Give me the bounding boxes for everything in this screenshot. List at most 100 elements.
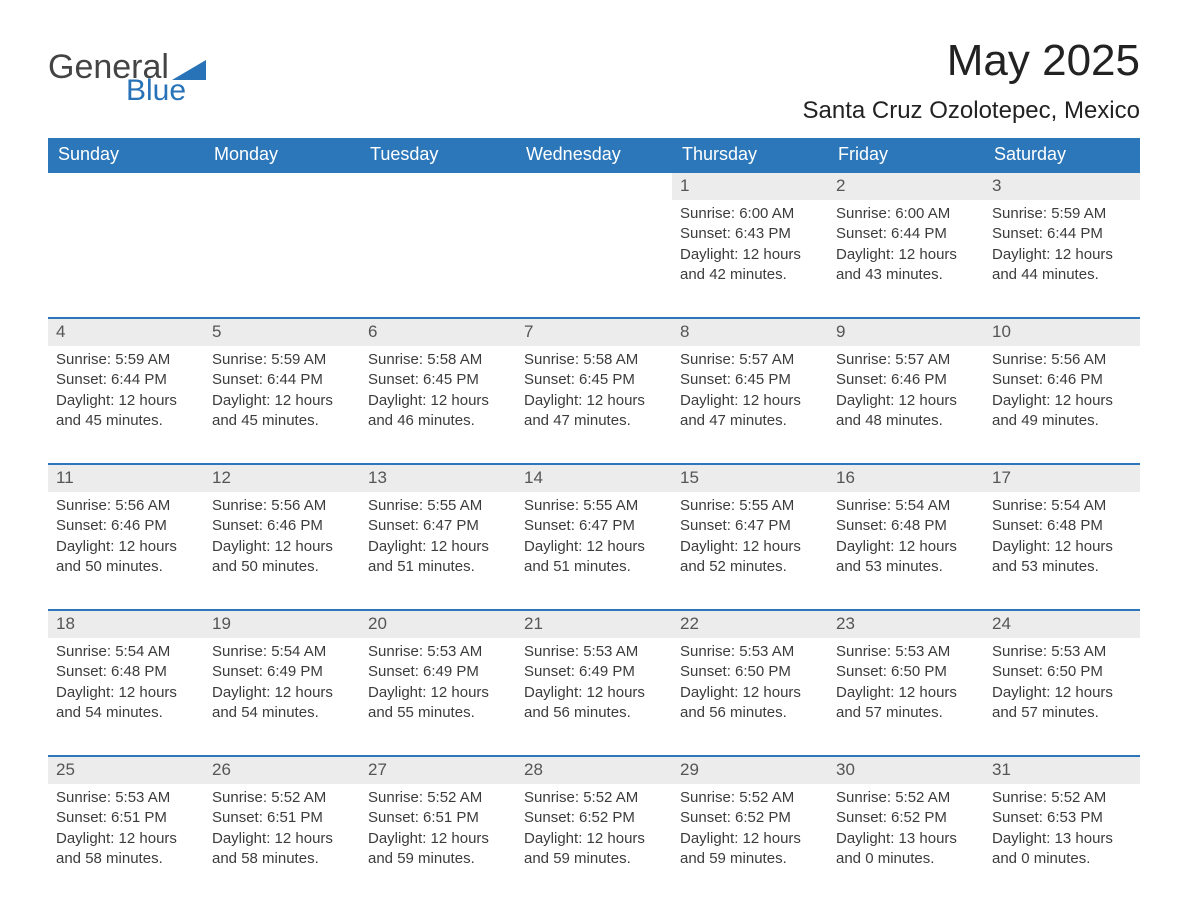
daylight-line-2: and 45 minutes. [56, 411, 196, 431]
sunset-line: Sunset: 6:44 PM [992, 224, 1132, 244]
day-details: Sunrise: 5:52 AMSunset: 6:52 PMDaylight:… [516, 784, 672, 871]
daylight-line-2: and 45 minutes. [212, 411, 352, 431]
day-number: 24 [984, 611, 1140, 638]
daylight-line-2: and 50 minutes. [56, 557, 196, 577]
sunrise-line: Sunrise: 5:52 AM [992, 788, 1132, 808]
sunset-line: Sunset: 6:48 PM [992, 516, 1132, 536]
day-number: 25 [48, 757, 204, 784]
day-cell: 6Sunrise: 5:58 AMSunset: 6:45 PMDaylight… [360, 319, 516, 437]
day-details: Sunrise: 5:53 AMSunset: 6:50 PMDaylight:… [828, 638, 984, 725]
sunrise-line: Sunrise: 5:53 AM [680, 642, 820, 662]
day-details: Sunrise: 5:55 AMSunset: 6:47 PMDaylight:… [672, 492, 828, 579]
day-details: Sunrise: 5:58 AMSunset: 6:45 PMDaylight:… [360, 346, 516, 433]
daylight-line-1: Daylight: 12 hours [56, 683, 196, 703]
day-cell: 11Sunrise: 5:56 AMSunset: 6:46 PMDayligh… [48, 465, 204, 583]
sunrise-line: Sunrise: 5:53 AM [56, 788, 196, 808]
daylight-line-2: and 54 minutes. [56, 703, 196, 723]
day-details: Sunrise: 5:53 AMSunset: 6:51 PMDaylight:… [48, 784, 204, 871]
sunset-line: Sunset: 6:47 PM [524, 516, 664, 536]
day-number: 3 [984, 173, 1140, 200]
daylight-line-2: and 48 minutes. [836, 411, 976, 431]
sunrise-line: Sunrise: 5:57 AM [680, 350, 820, 370]
day-cell: 22Sunrise: 5:53 AMSunset: 6:50 PMDayligh… [672, 611, 828, 729]
daylight-line-1: Daylight: 12 hours [524, 391, 664, 411]
daylight-line-2: and 54 minutes. [212, 703, 352, 723]
daylight-line-1: Daylight: 12 hours [524, 683, 664, 703]
day-cell: 15Sunrise: 5:55 AMSunset: 6:47 PMDayligh… [672, 465, 828, 583]
sunset-line: Sunset: 6:46 PM [992, 370, 1132, 390]
sunset-line: Sunset: 6:51 PM [212, 808, 352, 828]
daylight-line-2: and 43 minutes. [836, 265, 976, 285]
daylight-line-2: and 47 minutes. [680, 411, 820, 431]
sunrise-line: Sunrise: 5:52 AM [212, 788, 352, 808]
daylight-line-1: Daylight: 12 hours [680, 683, 820, 703]
day-cell: 8Sunrise: 5:57 AMSunset: 6:45 PMDaylight… [672, 319, 828, 437]
day-number: 26 [204, 757, 360, 784]
daylight-line-2: and 58 minutes. [56, 849, 196, 869]
day-details: Sunrise: 5:54 AMSunset: 6:48 PMDaylight:… [984, 492, 1140, 579]
day-cell-blank [360, 173, 516, 291]
daylight-line-2: and 58 minutes. [212, 849, 352, 869]
sunset-line: Sunset: 6:45 PM [368, 370, 508, 390]
daylight-line-1: Daylight: 12 hours [56, 537, 196, 557]
day-details: Sunrise: 5:53 AMSunset: 6:49 PMDaylight:… [516, 638, 672, 725]
sunset-line: Sunset: 6:43 PM [680, 224, 820, 244]
day-cell: 30Sunrise: 5:52 AMSunset: 6:52 PMDayligh… [828, 757, 984, 875]
day-details: Sunrise: 5:52 AMSunset: 6:51 PMDaylight:… [204, 784, 360, 871]
sunrise-line: Sunrise: 5:54 AM [992, 496, 1132, 516]
day-number: 16 [828, 465, 984, 492]
day-cell: 19Sunrise: 5:54 AMSunset: 6:49 PMDayligh… [204, 611, 360, 729]
day-details: Sunrise: 6:00 AMSunset: 6:43 PMDaylight:… [672, 200, 828, 287]
sunset-line: Sunset: 6:44 PM [212, 370, 352, 390]
day-cell: 14Sunrise: 5:55 AMSunset: 6:47 PMDayligh… [516, 465, 672, 583]
sunset-line: Sunset: 6:49 PM [524, 662, 664, 682]
day-number: 12 [204, 465, 360, 492]
daylight-line-2: and 0 minutes. [992, 849, 1132, 869]
daylight-line-2: and 55 minutes. [368, 703, 508, 723]
day-number: 31 [984, 757, 1140, 784]
sunset-line: Sunset: 6:47 PM [680, 516, 820, 536]
day-cell: 21Sunrise: 5:53 AMSunset: 6:49 PMDayligh… [516, 611, 672, 729]
sunrise-line: Sunrise: 5:54 AM [836, 496, 976, 516]
sunrise-line: Sunrise: 5:58 AM [368, 350, 508, 370]
sunset-line: Sunset: 6:47 PM [368, 516, 508, 536]
logo-word-blue: Blue [126, 76, 206, 106]
daylight-line-1: Daylight: 12 hours [56, 391, 196, 411]
daylight-line-2: and 44 minutes. [992, 265, 1132, 285]
day-details: Sunrise: 5:52 AMSunset: 6:52 PMDaylight:… [672, 784, 828, 871]
sunset-line: Sunset: 6:46 PM [56, 516, 196, 536]
calendar-row: 1Sunrise: 6:00 AMSunset: 6:43 PMDaylight… [48, 173, 1140, 291]
day-number: 10 [984, 319, 1140, 346]
day-number: 20 [360, 611, 516, 638]
day-number: 30 [828, 757, 984, 784]
daylight-line-1: Daylight: 12 hours [836, 391, 976, 411]
sunset-line: Sunset: 6:51 PM [56, 808, 196, 828]
day-number: 29 [672, 757, 828, 784]
day-number: 4 [48, 319, 204, 346]
sunrise-line: Sunrise: 6:00 AM [680, 204, 820, 224]
sunrise-line: Sunrise: 5:53 AM [524, 642, 664, 662]
day-details: Sunrise: 6:00 AMSunset: 6:44 PMDaylight:… [828, 200, 984, 287]
day-cell: 1Sunrise: 6:00 AMSunset: 6:43 PMDaylight… [672, 173, 828, 291]
day-details: Sunrise: 5:54 AMSunset: 6:49 PMDaylight:… [204, 638, 360, 725]
calendar-page: General Blue May 2025 Santa Cruz Ozolote… [0, 0, 1188, 905]
day-cell: 23Sunrise: 5:53 AMSunset: 6:50 PMDayligh… [828, 611, 984, 729]
day-number: 6 [360, 319, 516, 346]
day-details: Sunrise: 5:52 AMSunset: 6:53 PMDaylight:… [984, 784, 1140, 871]
day-details: Sunrise: 5:57 AMSunset: 6:45 PMDaylight:… [672, 346, 828, 433]
sunset-line: Sunset: 6:52 PM [680, 808, 820, 828]
logo: General Blue [48, 36, 206, 106]
sunset-line: Sunset: 6:49 PM [368, 662, 508, 682]
sunrise-line: Sunrise: 5:52 AM [368, 788, 508, 808]
day-cell: 13Sunrise: 5:55 AMSunset: 6:47 PMDayligh… [360, 465, 516, 583]
day-details: Sunrise: 5:55 AMSunset: 6:47 PMDaylight:… [360, 492, 516, 579]
day-details: Sunrise: 5:56 AMSunset: 6:46 PMDaylight:… [48, 492, 204, 579]
day-details: Sunrise: 5:53 AMSunset: 6:50 PMDaylight:… [672, 638, 828, 725]
daylight-line-1: Daylight: 12 hours [992, 683, 1132, 703]
sunset-line: Sunset: 6:48 PM [836, 516, 976, 536]
daylight-line-2: and 51 minutes. [524, 557, 664, 577]
day-number: 7 [516, 319, 672, 346]
daylight-line-2: and 57 minutes. [992, 703, 1132, 723]
sunrise-line: Sunrise: 5:56 AM [212, 496, 352, 516]
day-cell: 3Sunrise: 5:59 AMSunset: 6:44 PMDaylight… [984, 173, 1140, 291]
